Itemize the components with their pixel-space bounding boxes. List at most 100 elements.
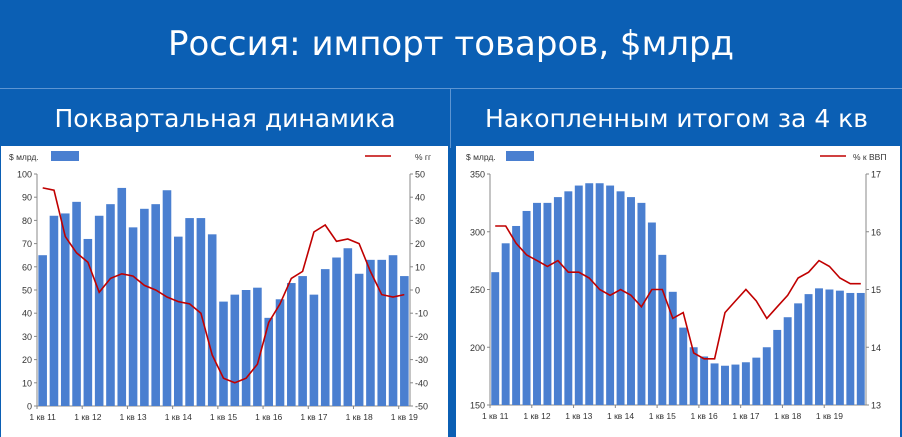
bar: [38, 255, 47, 406]
bar: [804, 294, 813, 405]
y-tick-label-right: -50: [415, 402, 428, 412]
bar: [230, 294, 240, 406]
bar: [320, 269, 330, 406]
bar: [700, 356, 709, 405]
y-tick-label-left: 20: [22, 355, 32, 365]
bar: [140, 208, 149, 406]
bar: [332, 257, 341, 406]
y-tick-label-left: 300: [470, 227, 485, 237]
bar: [773, 329, 782, 405]
title-divider: [0, 88, 902, 89]
bar: [522, 210, 531, 405]
bar: [543, 202, 552, 405]
bar: [658, 254, 667, 405]
x-tick-label: 1 кв 13: [565, 411, 592, 421]
y-tick-label-right: 16: [871, 227, 881, 237]
x-tick-label: 1 кв 15: [210, 412, 237, 422]
bar: [815, 288, 823, 405]
quarterly-chart: 0 10 20 30 40 50 60 70 80 90 100 -50 -40 -30 -20 -10 0 10…: [9, 151, 431, 422]
y-tick-label-left: 10: [22, 378, 32, 388]
bar: [794, 303, 803, 405]
y-tick-label-right: -10: [415, 309, 428, 319]
bar: [721, 365, 729, 405]
bar: [275, 299, 285, 406]
y-tick-label-right: 30: [415, 216, 425, 226]
legend-bar-swatch: [51, 151, 79, 161]
y-tick-label-right: -40: [415, 378, 428, 388]
bar: [585, 183, 594, 405]
bar: [553, 197, 562, 405]
bar: [835, 290, 844, 405]
bar: [185, 218, 194, 406]
bar: [637, 202, 646, 405]
y-tick-label-right: 14: [871, 343, 881, 353]
x-tick-label: 1 кв 18: [346, 412, 373, 422]
x-tick-label: 1 кв 14: [165, 412, 192, 422]
y-tick-label-right: 15: [871, 285, 881, 295]
bar: [400, 276, 409, 406]
bar: [298, 276, 307, 406]
y-tick-label-left: 40: [22, 309, 32, 319]
y-tick-label-left: 150: [470, 401, 485, 411]
bar: [574, 185, 583, 405]
bar: [846, 292, 855, 405]
x-tick-label: 1 кв 12: [523, 411, 550, 421]
x-tick-label: 1 кв 18: [774, 411, 801, 421]
bar: [49, 215, 59, 406]
cumulative-chart: 150 200 250 300 350 13 14 15 16 17 1 кв 11 1 кв 12 1…: [466, 151, 886, 421]
y-tick-label-left: 70: [22, 239, 32, 249]
bar: [825, 289, 834, 405]
bar: [366, 259, 375, 406]
legend-bar-label: $ млрд.: [466, 152, 496, 162]
bar: [752, 357, 761, 405]
bar: [287, 283, 296, 406]
quarterly-chart-panel: 0 10 20 30 40 50 60 70 80 90 100 -50 -40 -30 -20 -10 0 10…: [1, 146, 448, 437]
y-tick-label-right: 50: [415, 170, 425, 180]
x-tick-label: 1 кв 16: [691, 411, 718, 421]
bar: [354, 273, 364, 406]
legend-bar-label: $ млрд.: [9, 152, 39, 162]
bar: [564, 191, 573, 405]
bar: [647, 222, 656, 405]
y-tick-label-right: 0: [415, 286, 420, 296]
x-tick-label: 1 кв 11: [482, 411, 509, 421]
bar: [783, 317, 792, 405]
y-tick-label-right: 17: [871, 170, 881, 180]
y-tick-label-right: 10: [415, 262, 425, 272]
bar: [679, 327, 688, 405]
y-tick-label-left: 50: [22, 286, 32, 296]
y-tick-label-left: 350: [470, 170, 485, 180]
bar: [106, 204, 115, 406]
panel-divider: [450, 88, 451, 148]
bar: [72, 201, 81, 406]
legend-line-label: % к ВВП: [853, 152, 886, 162]
x-tick-label: 1 кв 17: [300, 412, 327, 422]
bar: [264, 317, 274, 406]
bar: [162, 190, 172, 406]
bar: [94, 215, 104, 406]
bar: [689, 347, 698, 405]
bar: [117, 187, 127, 406]
bar: [83, 238, 93, 406]
x-tick-label: 1 кв 12: [74, 412, 101, 422]
y-tick-label-right: 40: [415, 193, 425, 203]
bar: [151, 204, 160, 406]
y-tick-label-right: -30: [415, 355, 428, 365]
x-tick-label: 1 кв 16: [255, 412, 282, 422]
y-tick-label-right: -20: [415, 332, 428, 342]
y-tick-label-right: 13: [871, 401, 881, 411]
bar: [627, 197, 635, 405]
bar: [501, 243, 510, 405]
bar: [512, 225, 521, 405]
left-panel-title: Поквартальная динамика: [54, 103, 396, 133]
x-tick-label: 1 кв 19: [391, 412, 418, 422]
bar: [533, 202, 541, 405]
bar: [668, 291, 677, 405]
bar: [731, 364, 740, 405]
right-panel-title: Накопленным итогом за 4 кв: [484, 103, 869, 133]
bar: [856, 292, 865, 405]
y-tick-label-left: 60: [22, 262, 32, 272]
x-tick-label: 1 кв 13: [120, 412, 147, 422]
bar: [219, 301, 228, 406]
